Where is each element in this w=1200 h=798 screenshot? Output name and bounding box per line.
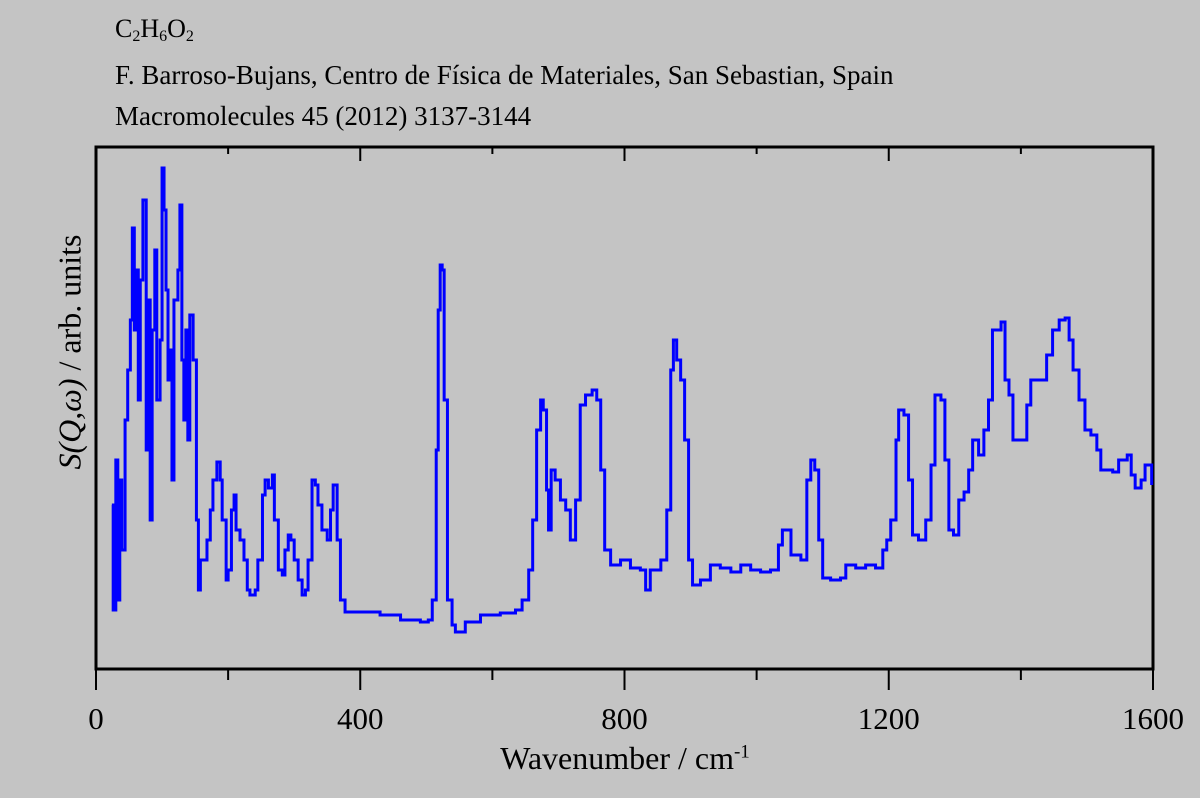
x-tick-label: 0 xyxy=(88,701,104,736)
formula-c: C xyxy=(115,14,133,43)
ylabel-s: S xyxy=(51,453,88,470)
x-tick-label: 800 xyxy=(601,701,648,736)
formula-o: O xyxy=(167,14,186,43)
x-tick-label: 400 xyxy=(337,701,384,736)
x-tick-label: 1200 xyxy=(858,701,920,736)
x-tick-label: 1600 xyxy=(1122,701,1184,736)
ylabel-open: ( xyxy=(51,442,88,454)
ylabel-q: Q xyxy=(51,419,88,443)
ylabel-comma: , xyxy=(51,411,88,420)
reference-line: Macromolecules 45 (2012) 3137-3144 xyxy=(115,101,532,131)
chart-title-formula: C2H6O2 xyxy=(115,14,194,46)
y-axis-label: S(Q,ω) / arb. units xyxy=(52,235,89,470)
ylabel-omega: ω xyxy=(51,389,88,412)
series-line xyxy=(111,166,1154,634)
xlabel-main: Wavenumber / cm xyxy=(500,740,734,776)
x-axis-label: Wavenumber / cm-1 xyxy=(500,740,750,777)
ylabel-close: ) xyxy=(51,378,88,390)
formula-c-count: 2 xyxy=(132,28,141,45)
formula-h: H xyxy=(140,14,160,43)
formula-o-count: 2 xyxy=(185,28,194,45)
author-line: F. Barroso-Bujans, Centro de Física de M… xyxy=(115,60,894,90)
ylabel-rest: / arb. units xyxy=(51,234,88,379)
formula-h-count: 6 xyxy=(159,28,168,45)
xlabel-sup: -1 xyxy=(733,741,750,763)
